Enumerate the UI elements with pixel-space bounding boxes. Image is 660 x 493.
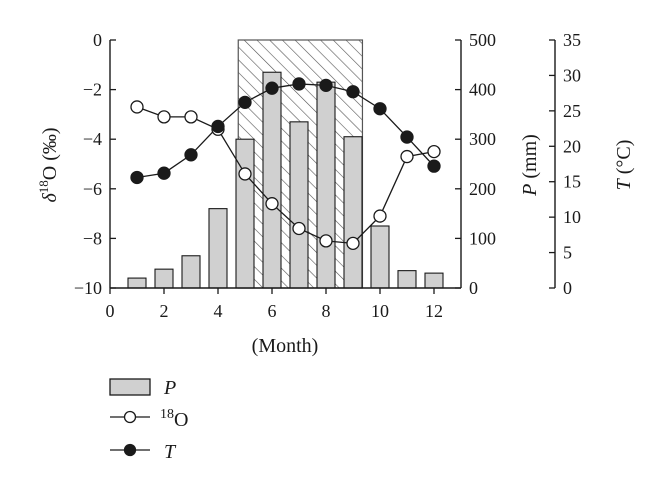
y-left-tick-label: −8 [83,228,102,248]
y-right-p-tick-label: 0 [469,278,478,298]
legend-label-18o: 18O [160,407,188,431]
y-right-p-tick-label: 200 [469,179,496,199]
y-right-p-tick-label: 100 [469,228,496,248]
p-title-unit: (mm) [519,134,541,183]
y-right-t-tick-label: 15 [563,172,581,192]
point-18o-month-11 [400,149,414,164]
bar-p-month-11 [397,270,417,289]
precipitation-bars [127,71,444,289]
point-18o-month-2 [157,110,171,124]
bar-p-month-3 [181,255,201,289]
y-right-t-tick-label: 5 [563,243,572,263]
y-left-tick-label: −4 [83,129,102,149]
point-t-month-8 [319,78,333,92]
bar-p-month-4 [208,208,228,289]
bar-p-month-12 [424,272,444,289]
point-t-month-10 [373,102,387,116]
point-18o-month-12 [427,144,441,159]
point-18o-month-8 [319,234,333,248]
y-left-tick-label: −2 [83,80,102,100]
axes: 0−2−4−6−8−10 0100200300400500051015202530… [74,30,581,321]
point-t-month-12 [427,159,441,173]
y-right-p-tick-label: 300 [469,129,496,149]
point-t-month-9 [346,85,360,99]
x-axis-title: (Month) [252,335,319,357]
x-tick-label: 8 [322,301,331,321]
point-18o-month-1 [130,100,144,114]
y-right-p-tick-label: 500 [469,30,496,50]
bar-p-month-7 [289,121,309,289]
point-18o-month-7 [292,221,306,236]
legend-label-p: P [163,377,176,399]
point-t-month-3 [184,148,198,162]
bar-p-month-8 [316,81,336,289]
y-left-tick-label: −6 [83,179,102,199]
y-right-p-tick-label: 400 [469,80,496,100]
y-right-t-tick-label: 30 [563,65,581,85]
point-t-month-2 [157,166,171,180]
y-left-tick-label: 0 [93,30,102,50]
point-18o-month-6 [265,197,279,211]
y-left-title-delta: δ [39,193,61,203]
y-right-t-tick-label: 10 [563,207,581,227]
y-left-title-sup: 18 [36,180,51,193]
legend-marker-18o [123,410,137,424]
point-t-month-7 [292,77,306,91]
x-tick-label: 4 [214,301,223,321]
series-markers [130,77,441,251]
point-18o-month-10 [373,209,387,223]
legend-label-18o-main: O [174,409,188,431]
x-tick-label: 6 [268,301,277,321]
y-left-tick-label: −10 [74,278,102,298]
point-t-month-5 [238,95,252,110]
y-right-t-axis-title: T (°C) [613,140,635,191]
x-tick-label: 2 [160,301,169,321]
y-right-p-axis-title: P (mm) [519,134,541,197]
legend: P 18O T [109,377,188,463]
y-left-axis-title: δ18O (‰) [36,127,61,202]
point-18o-month-9 [346,236,360,251]
bar-p-month-10 [370,225,390,289]
x-tick-label: 10 [371,301,389,321]
t-title-var: T [613,177,635,190]
legend-marker-t [123,443,137,457]
point-t-month-4 [211,119,225,134]
t-title-unit: (°C) [613,140,635,180]
x-tick-label: 0 [106,301,115,321]
y-right-t-tick-label: 0 [563,278,572,298]
point-t-month-6 [265,81,279,95]
point-t-month-1 [130,170,144,185]
y-left-title-rest: O (‰) [39,127,61,180]
bar-p-month-2 [154,268,174,289]
legend-label-t: T [164,441,177,463]
bar-p-month-9 [343,136,363,289]
y-right-t-tick-label: 25 [563,101,581,121]
bar-p-month-6 [262,71,282,289]
point-t-month-11 [400,130,414,144]
legend-swatch-p [109,378,151,396]
x-tick-label: 12 [425,301,443,321]
p-title-var: P [519,184,541,197]
point-18o-month-5 [238,167,252,181]
legend-label-18o-sup: 18 [160,407,174,422]
bar-p-month-1 [127,277,147,289]
y-right-t-tick-label: 35 [563,30,581,50]
y-right-t-tick-label: 20 [563,136,581,156]
bar-p-month-5 [235,138,255,289]
point-18o-month-3 [184,110,198,124]
